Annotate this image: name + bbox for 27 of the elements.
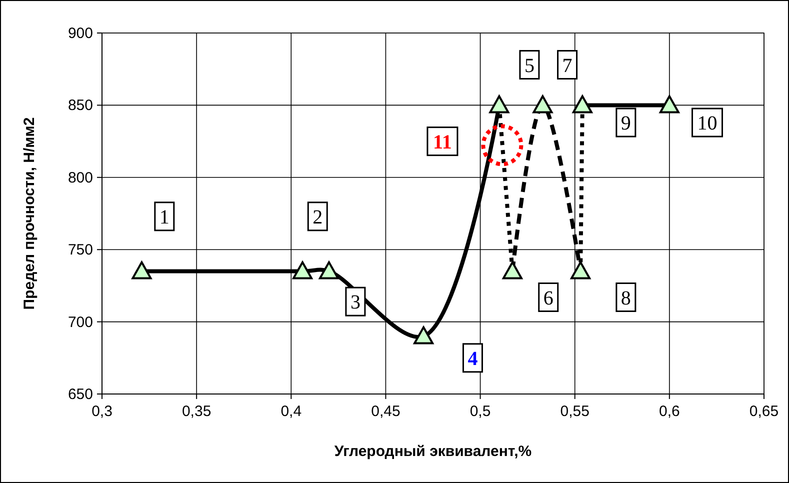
x-tick-label: 0,65 — [749, 403, 779, 420]
annotation: 3 — [350, 292, 360, 314]
x-tick-label: 0,45 — [371, 403, 400, 420]
x-axis-title: Углеродный эквивалент,% — [334, 443, 532, 460]
y-tick-label: 700 — [68, 314, 93, 331]
annotation: 9 — [620, 112, 631, 135]
annotation: 10 — [697, 112, 718, 135]
x-tick-label: 0,5 — [470, 403, 491, 420]
annotation: 4 — [468, 348, 478, 370]
annotation: 5 — [524, 54, 534, 77]
y-tick-label: 650 — [68, 386, 93, 403]
y-tick-label: 800 — [68, 169, 93, 186]
x-tick-label: 0,35 — [182, 403, 212, 420]
annotation: 8 — [620, 287, 631, 310]
annotation: 1 — [159, 206, 170, 228]
x-tick-label: 0,3 — [92, 403, 112, 420]
x-tick-label: 0,6 — [659, 403, 680, 420]
annotation: 7 — [562, 54, 572, 77]
y-tick-label: 900 — [68, 25, 93, 42]
y-axis-title: Предел прочности, Н/мм2 — [21, 117, 38, 310]
y-tick-label: 850 — [68, 97, 93, 114]
y-tick-label: 750 — [68, 242, 93, 259]
annotation: 11 — [433, 131, 452, 154]
annotation: 2 — [312, 206, 323, 228]
x-tick-label: 0,55 — [560, 403, 590, 420]
annotation: 6 — [543, 287, 554, 310]
x-tick-label: 0,4 — [280, 403, 302, 420]
